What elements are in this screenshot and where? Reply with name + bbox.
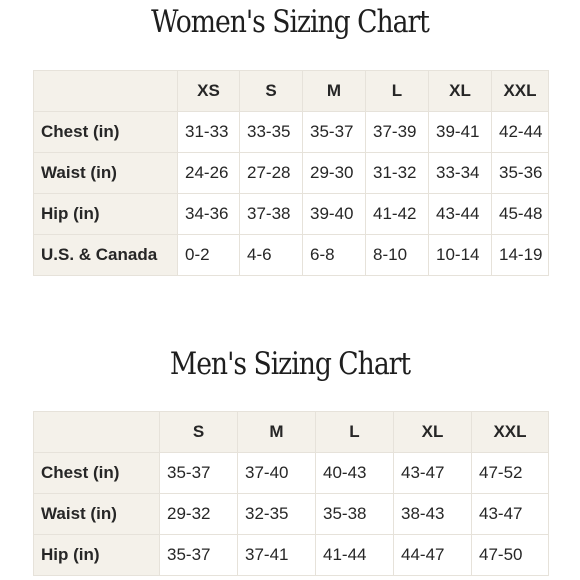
measurement-cell: 24-26 [177,152,240,194]
table-header-row: S M L XL XXL [33,411,549,453]
measurement-cell: 45-48 [491,193,549,235]
size-header: XL [428,70,492,112]
size-header: S [159,411,238,453]
size-header: XL [393,411,472,453]
size-header: XXL [471,411,549,453]
size-header: XXL [491,70,549,112]
measurement-cell: 31-32 [365,152,429,194]
table-header-row: XS S M L XL XXL [33,70,549,112]
size-header: M [302,70,366,112]
table-row: U.S. & Canada 0-2 4-6 6-8 8-10 10-14 14-… [33,234,549,276]
size-header: L [315,411,394,453]
corner-cell [33,70,178,112]
row-label: Chest (in) [33,452,160,494]
women-chart-title: Women's Sizing Chart [151,4,430,40]
size-header: L [365,70,429,112]
row-label: Hip (in) [33,193,178,235]
measurement-cell: 41-42 [365,193,429,235]
measurement-cell: 37-38 [239,193,303,235]
measurement-cell: 39-41 [428,111,492,153]
measurement-cell: 33-35 [239,111,303,153]
measurement-cell: 41-44 [315,534,394,576]
measurement-cell: 37-40 [237,452,316,494]
table-row: Hip (in) 34-36 37-38 39-40 41-42 43-44 4… [33,193,549,235]
measurement-cell: 8-10 [365,234,429,276]
women-sizing-table: XS S M L XL XXL Chest (in) 31-33 33-35 3… [33,70,549,276]
measurement-cell: 38-43 [393,493,472,535]
row-label: U.S. & Canada [33,234,178,276]
measurement-cell: 35-37 [159,452,238,494]
measurement-cell: 14-19 [491,234,549,276]
row-label: Waist (in) [33,152,178,194]
measurement-cell: 27-28 [239,152,303,194]
row-label: Waist (in) [33,493,160,535]
measurement-cell: 35-37 [159,534,238,576]
measurement-cell: 44-47 [393,534,472,576]
measurement-cell: 31-33 [177,111,240,153]
measurement-cell: 0-2 [177,234,240,276]
size-header: M [237,411,316,453]
measurement-cell: 29-30 [302,152,366,194]
measurement-cell: 43-47 [471,493,549,535]
row-label: Chest (in) [33,111,178,153]
measurement-cell: 10-14 [428,234,492,276]
measurement-cell: 35-38 [315,493,394,535]
measurement-cell: 43-44 [428,193,492,235]
measurement-cell: 43-47 [393,452,472,494]
measurement-cell: 37-39 [365,111,429,153]
size-header: XS [177,70,240,112]
measurement-cell: 29-32 [159,493,238,535]
table-row: Chest (in) 35-37 37-40 40-43 43-47 47-52 [33,452,549,494]
measurement-cell: 4-6 [239,234,303,276]
measurement-cell: 40-43 [315,452,394,494]
measurement-cell: 32-35 [237,493,316,535]
measurement-cell: 39-40 [302,193,366,235]
table-row: Hip (in) 35-37 37-41 41-44 44-47 47-50 [33,534,549,576]
measurement-cell: 37-41 [237,534,316,576]
table-row: Waist (in) 24-26 27-28 29-30 31-32 33-34… [33,152,549,194]
corner-cell [33,411,160,453]
men-chart-title: Men's Sizing Chart [169,346,411,382]
table-row: Waist (in) 29-32 32-35 35-38 38-43 43-47 [33,493,549,535]
measurement-cell: 35-37 [302,111,366,153]
measurement-cell: 42-44 [491,111,549,153]
measurement-cell: 34-36 [177,193,240,235]
measurement-cell: 33-34 [428,152,492,194]
measurement-cell: 47-50 [471,534,549,576]
size-header: S [239,70,303,112]
measurement-cell: 47-52 [471,452,549,494]
measurement-cell: 35-36 [491,152,549,194]
row-label: Hip (in) [33,534,160,576]
men-sizing-table: S M L XL XXL Chest (in) 35-37 37-40 40-4… [33,411,549,576]
measurement-cell: 6-8 [302,234,366,276]
table-row: Chest (in) 31-33 33-35 35-37 37-39 39-41… [33,111,549,153]
